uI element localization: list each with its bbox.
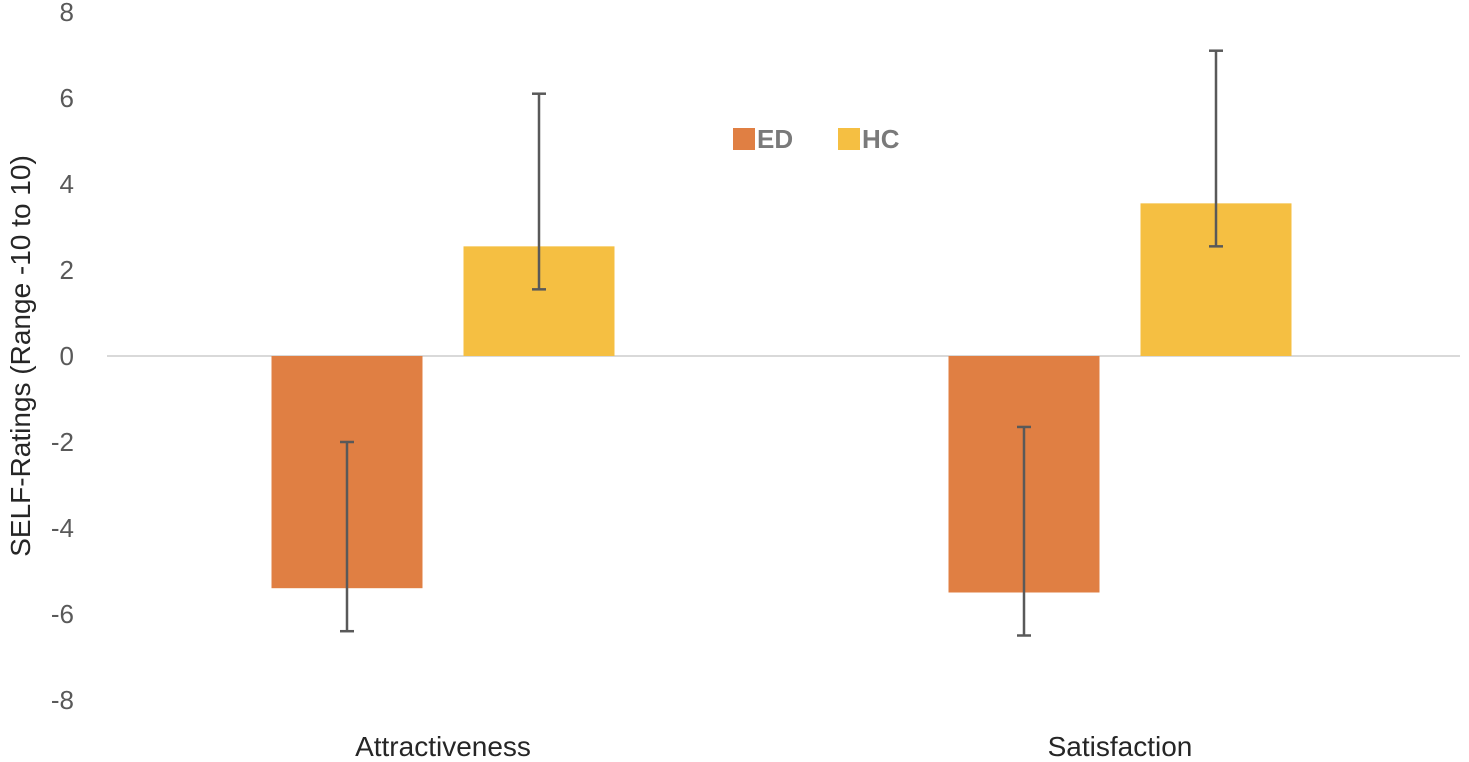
legend: ED HC bbox=[733, 124, 900, 154]
legend-item-ed: ED bbox=[733, 124, 793, 154]
bars-group bbox=[271, 203, 1292, 593]
y-axis-ticks: 8 6 4 2 0 -2 -4 -6 -8 bbox=[51, 0, 74, 715]
y-tick-label: -8 bbox=[51, 685, 74, 715]
y-tick-label: 8 bbox=[60, 0, 74, 27]
category-label: Satisfaction bbox=[1048, 731, 1193, 762]
legend-label: ED bbox=[757, 124, 793, 154]
legend-item-hc: HC bbox=[838, 124, 900, 154]
error-bar-hc-attractiveness bbox=[532, 92, 546, 291]
legend-label: HC bbox=[862, 124, 900, 154]
legend-swatch bbox=[733, 128, 755, 150]
category-label: Attractiveness bbox=[355, 731, 531, 762]
y-tick-label: 0 bbox=[60, 341, 74, 371]
legend-swatch bbox=[838, 128, 860, 150]
y-tick-label: -6 bbox=[51, 599, 74, 629]
error-bar-ed-satisfaction bbox=[1017, 425, 1031, 637]
y-axis-title: SELF-Ratings (Range -10 to 10) bbox=[5, 155, 36, 557]
y-tick-label: 2 bbox=[60, 255, 74, 285]
error-bar-hc-satisfaction bbox=[1209, 49, 1223, 248]
y-tick-label: 6 bbox=[60, 83, 74, 113]
y-tick-label: -2 bbox=[51, 427, 74, 457]
y-tick-label: -4 bbox=[51, 513, 74, 543]
error-bar-ed-attractiveness bbox=[340, 440, 354, 633]
y-tick-label: 4 bbox=[60, 169, 74, 199]
category-labels: Attractiveness Satisfaction bbox=[355, 731, 1192, 762]
error-bars-group bbox=[340, 49, 1223, 637]
